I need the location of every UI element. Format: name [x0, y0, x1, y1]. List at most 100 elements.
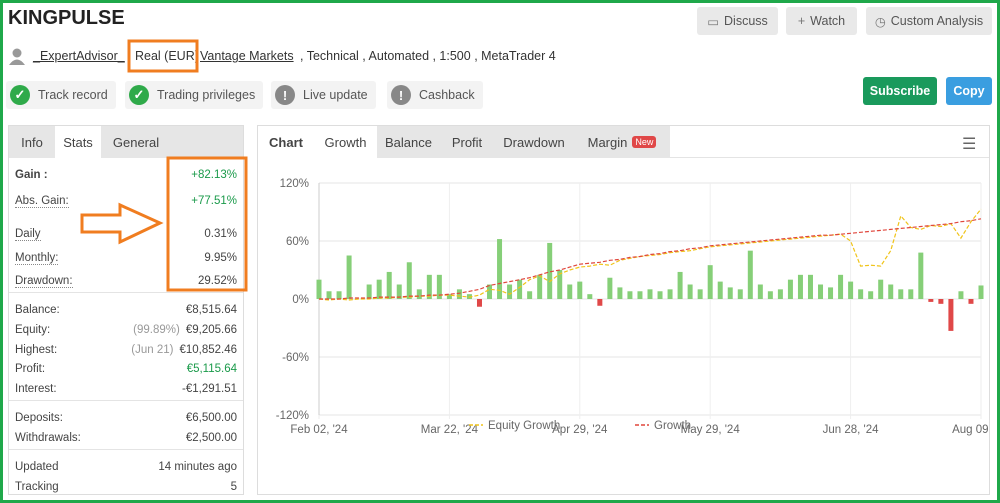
bar: [878, 279, 884, 299]
new-badge: New: [632, 136, 657, 148]
stat-row: Monthly: 9.95%: [15, 252, 237, 265]
chart-tab[interactable]: Profit: [440, 126, 494, 158]
legend-label: Growth: [654, 420, 691, 432]
bar: [727, 287, 733, 299]
action-button[interactable]: Copy: [946, 77, 992, 105]
button-icon: ◷: [874, 14, 886, 29]
bar: [767, 291, 773, 299]
status-badge: ✓ Track record: [6, 81, 116, 109]
bar: [386, 271, 392, 299]
bar: [717, 281, 723, 299]
bar: [707, 265, 713, 299]
header-button[interactable]: + Watch: [786, 7, 857, 35]
line: [318, 208, 982, 301]
bar: [858, 289, 864, 299]
stat-row: Interest: -€1,291.51: [15, 383, 237, 395]
stat-row: Abs. Gain: +77.51%: [15, 195, 237, 208]
action-button[interactable]: Subscribe: [863, 77, 937, 105]
stat-label: Abs. Gain:: [15, 195, 69, 208]
header-button[interactable]: ▭ Discuss: [697, 7, 778, 35]
status-label: Live update: [303, 88, 368, 102]
user-icon: [8, 47, 26, 65]
separator: [9, 292, 243, 293]
bar: [426, 274, 432, 299]
bar: [818, 284, 824, 299]
x-tick-label: Mar 22, '24: [421, 424, 479, 436]
bar: [637, 291, 643, 299]
separator: [9, 449, 243, 450]
bar: [948, 299, 954, 331]
stat-row: Highest: (Jun 21) €10,852.46: [15, 344, 237, 356]
header-button[interactable]: ◷ Custom Analysis: [866, 7, 992, 35]
stat-value-group: 0.31%: [204, 228, 237, 241]
bar: [838, 274, 844, 299]
bar: [577, 281, 583, 299]
stat-label: Updated: [15, 461, 59, 473]
stat-value-group: (99.89%) €9,205.66: [133, 324, 237, 336]
y-tick-label: -120%: [276, 410, 309, 422]
broker-link[interactable]: Vantage Markets: [200, 49, 294, 63]
stat-value: €2,500.00: [185, 432, 237, 444]
stat-label: Highest:: [15, 344, 58, 356]
bar: [567, 284, 573, 299]
bar: [928, 299, 934, 302]
stat-value: -€1,291.51: [182, 383, 237, 395]
stats-panel: Info Stats General Gain : +82.13% Abs. Gain: +…: [8, 125, 244, 495]
stat-row: Tracking 5: [15, 481, 237, 493]
status-icon: ✓: [10, 85, 30, 105]
chart-tab[interactable]: Balance: [377, 126, 440, 158]
account-type: Real (EUR): [135, 49, 199, 63]
chart-tab[interactable]: Drawdown: [494, 126, 574, 158]
bar: [777, 289, 783, 299]
stat-value: +82.13%: [191, 169, 237, 181]
y-tick-label: -60%: [282, 352, 309, 364]
stat-row: Deposits: €6,500.00: [15, 412, 237, 424]
x-tick-label: Apr 29, '24: [552, 424, 608, 436]
y-tick-label: 60%: [286, 236, 309, 248]
bar: [557, 270, 563, 299]
stat-value-group: +82.13%: [191, 169, 237, 181]
bar: [747, 250, 753, 299]
bar: [918, 252, 924, 299]
stat-row: Gain : +82.13%: [15, 169, 237, 181]
bar: [797, 274, 803, 299]
settings-icon[interactable]: ☰: [962, 136, 977, 153]
stat-row: Profit: €5,115.64: [15, 363, 237, 375]
button-label: Watch: [810, 14, 846, 28]
stat-label: Deposits:: [15, 412, 63, 424]
y-tick-label: 120%: [280, 178, 309, 190]
status-badge: ✓ Trading privileges: [125, 81, 264, 109]
chart-tab[interactable]: Margin New: [574, 126, 670, 158]
bar: [757, 284, 763, 299]
bar: [697, 289, 703, 299]
tab[interactable]: Stats: [55, 126, 101, 158]
stat-value-group: 9.95%: [204, 252, 237, 265]
bar: [456, 289, 462, 299]
bar: [787, 279, 793, 299]
button-label: Custom Analysis: [890, 14, 984, 28]
button-label: Discuss: [724, 14, 768, 28]
stat-value-group: €2,500.00: [186, 432, 237, 444]
bar: [336, 291, 342, 299]
stat-value: €10,852.46: [179, 344, 237, 356]
bar: [667, 289, 673, 299]
bar: [627, 291, 633, 299]
tab[interactable]: General: [101, 126, 171, 158]
author-link[interactable]: _ExpertAdvisor_: [33, 49, 125, 63]
bar: [958, 291, 964, 299]
stat-label: Drawdown:: [15, 275, 73, 288]
stat-label: Daily: [15, 228, 41, 241]
stat-label: Equity:: [15, 324, 51, 336]
chart-tab[interactable]: Chart: [258, 126, 314, 158]
stat-value: 29.52%: [197, 275, 237, 287]
chart-tab[interactable]: Growth: [314, 126, 377, 158]
button-icon: ▭: [707, 14, 720, 29]
title: KINGPULSE: [8, 7, 125, 29]
bar: [587, 294, 593, 299]
stat-value: +77.51%: [191, 195, 237, 207]
bar: [527, 291, 533, 299]
tab[interactable]: Info: [9, 126, 55, 158]
bar: [406, 262, 412, 299]
bar: [607, 277, 613, 299]
